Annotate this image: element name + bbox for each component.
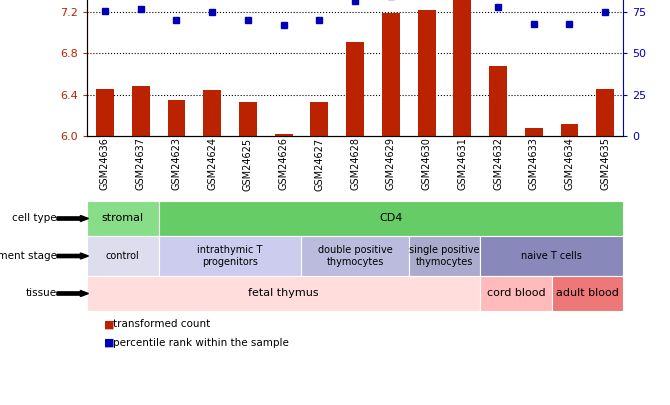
Bar (382, 13, 400, 136)
Text: double positive
thymocytes: double positive thymocytes (318, 245, 393, 267)
Bar (96, 89, 114, 136)
Text: cord blood: cord blood (486, 288, 545, 298)
Text: stromal: stromal (102, 213, 144, 224)
Text: naive T cells: naive T cells (521, 251, 582, 261)
Text: tissue: tissue (26, 288, 57, 298)
Bar (239, 102, 257, 136)
Bar (203, 90, 221, 136)
Bar (561, 124, 578, 136)
Bar (454, 0, 471, 136)
Bar (489, 66, 507, 136)
Text: fetal thymus: fetal thymus (249, 288, 319, 298)
Text: CD4: CD4 (379, 213, 403, 224)
Text: intrathymic T
progenitors: intrathymic T progenitors (198, 245, 263, 267)
Text: transformed count: transformed count (113, 320, 210, 329)
Bar (346, 42, 364, 136)
Text: control: control (106, 251, 140, 261)
Text: single positive
thymocytes: single positive thymocytes (409, 245, 480, 267)
Bar (168, 100, 186, 136)
Text: cell type: cell type (12, 213, 57, 224)
Text: percentile rank within the sample: percentile rank within the sample (113, 338, 288, 347)
Bar (275, 134, 293, 136)
Bar (525, 128, 543, 136)
Bar (417, 10, 436, 136)
Text: development stage: development stage (0, 251, 57, 261)
Text: ■: ■ (104, 320, 115, 329)
Bar (310, 102, 328, 136)
Text: adult blood: adult blood (556, 288, 619, 298)
Text: ■: ■ (104, 338, 115, 347)
Bar (132, 87, 149, 136)
Bar (596, 89, 614, 136)
